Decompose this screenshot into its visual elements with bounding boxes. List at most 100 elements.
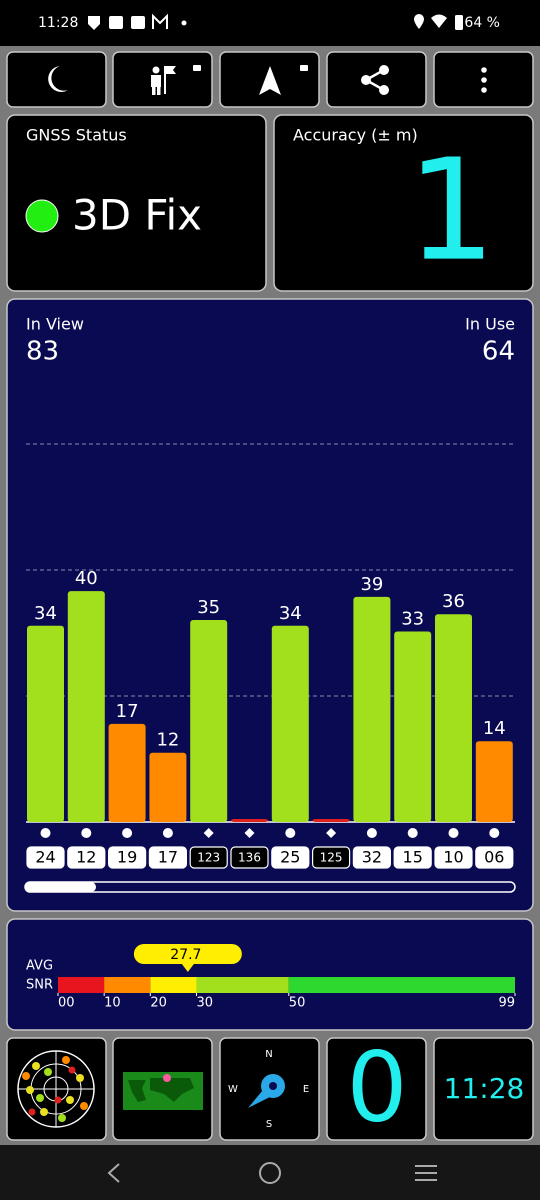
world-map-icon bbox=[123, 1072, 203, 1110]
count-tile[interactable] bbox=[326, 1037, 427, 1141]
night-mode-button[interactable] bbox=[6, 51, 107, 108]
constellation-marker bbox=[244, 828, 255, 838]
satellite-badge bbox=[148, 846, 187, 869]
bar bbox=[190, 620, 228, 822]
satellite-badge bbox=[393, 846, 432, 869]
gnss-status-label: GNSS Status bbox=[26, 126, 127, 145]
snr-tick-label: 00 bbox=[58, 996, 75, 1011]
compass-s: S bbox=[266, 1119, 272, 1130]
battery-level: 64 % bbox=[464, 15, 500, 31]
satellite-badge bbox=[67, 846, 106, 869]
satellite-badge bbox=[107, 846, 147, 869]
bar bbox=[394, 631, 432, 822]
satellite-id: 17 bbox=[158, 848, 178, 867]
bar bbox=[67, 591, 105, 822]
constellation-marker bbox=[489, 828, 500, 838]
person-flag-icon bbox=[151, 65, 201, 95]
back-button[interactable] bbox=[107, 1163, 120, 1183]
constellation-marker bbox=[162, 828, 173, 838]
toolbar bbox=[6, 51, 534, 108]
status-icons bbox=[88, 13, 463, 30]
snr-band bbox=[288, 977, 515, 993]
accuracy-panel bbox=[273, 114, 534, 292]
share-button[interactable] bbox=[326, 51, 427, 108]
satellite-id: 15 bbox=[403, 848, 423, 867]
in-use-label: In Use bbox=[465, 315, 515, 334]
constellation-marker bbox=[285, 828, 296, 838]
satellite-badge bbox=[352, 846, 391, 869]
share-icon bbox=[361, 65, 389, 95]
bar-value-label: 14 bbox=[483, 718, 506, 739]
satellite-id: 123 bbox=[197, 851, 220, 865]
bar bbox=[149, 752, 187, 822]
gnss-status-panel bbox=[6, 114, 267, 292]
nav-bar bbox=[0, 1145, 540, 1200]
satellite-badge bbox=[271, 846, 310, 869]
menu-icon bbox=[481, 67, 487, 93]
constellation-marker bbox=[40, 828, 51, 838]
bar-value-label: 33 bbox=[401, 609, 424, 630]
bars: 34 24 40 12 17 19 12 17 35 123 136 34 25 125 39 32 33 15 3… bbox=[26, 568, 514, 869]
recents-button[interactable] bbox=[415, 1165, 437, 1181]
bar bbox=[271, 625, 309, 822]
bar bbox=[353, 596, 391, 822]
compass-e: E bbox=[303, 1084, 309, 1095]
satellite-badge bbox=[475, 846, 514, 869]
satellite-id: 10 bbox=[443, 848, 463, 867]
snr-tick-label: 99 bbox=[498, 996, 515, 1011]
constellation-marker bbox=[407, 828, 418, 838]
bar bbox=[108, 723, 146, 822]
snr-tick-label: 10 bbox=[104, 996, 121, 1011]
snr-scale: 00 10 20 30 50 99 27.7 bbox=[57, 944, 516, 1011]
snr-band bbox=[150, 977, 197, 993]
satellite-id: 24 bbox=[35, 848, 55, 867]
bar-value-label: 36 bbox=[442, 591, 465, 612]
arrow-icon bbox=[259, 65, 308, 95]
satellite-id: 136 bbox=[238, 851, 261, 865]
bar bbox=[231, 819, 268, 822]
satellite-badge bbox=[26, 846, 65, 869]
gnss-status-value: 3D Fix bbox=[72, 191, 202, 240]
constellation-marker bbox=[122, 828, 133, 838]
bar-value-label: 35 bbox=[197, 597, 220, 618]
bar bbox=[475, 741, 513, 822]
snr-tick-label: 30 bbox=[196, 996, 213, 1011]
bar-value-label: 17 bbox=[116, 701, 139, 722]
flag-button[interactable] bbox=[112, 51, 213, 108]
constellation-marker bbox=[448, 828, 459, 838]
moon-icon bbox=[48, 66, 68, 92]
constellation-marker bbox=[203, 828, 214, 838]
constellation-marker bbox=[81, 828, 92, 838]
satellite-id: 06 bbox=[484, 848, 504, 867]
accuracy-value: 1 bbox=[407, 130, 496, 293]
snr-tick-label: 50 bbox=[289, 996, 306, 1011]
grid bbox=[26, 443, 515, 697]
bar bbox=[435, 614, 472, 822]
satellite-id: 12 bbox=[76, 848, 96, 867]
compass-needle bbox=[248, 1074, 285, 1108]
clock-value: 11:28 bbox=[444, 1072, 525, 1105]
snr-band bbox=[58, 977, 105, 993]
satellite-badge bbox=[312, 846, 351, 869]
satellite-badge bbox=[189, 846, 228, 869]
bar-value-label: 34 bbox=[34, 603, 57, 624]
satellite-id: 32 bbox=[362, 848, 382, 867]
bar-value-label: 40 bbox=[75, 568, 98, 589]
home-button[interactable] bbox=[259, 1162, 281, 1184]
constellation-marker bbox=[326, 828, 337, 838]
bar-value-label: 34 bbox=[279, 603, 302, 624]
snr-label-avg: AVG bbox=[26, 959, 53, 974]
snr-average-marker bbox=[133, 944, 242, 972]
constellation-marker bbox=[366, 828, 377, 838]
scrollbar-thumb[interactable] bbox=[25, 882, 96, 892]
snr-band bbox=[196, 977, 289, 993]
in-view-value: 83 bbox=[26, 337, 59, 367]
snr-band bbox=[104, 977, 151, 993]
compass-w: W bbox=[228, 1084, 238, 1095]
clock-tile[interactable] bbox=[433, 1037, 534, 1141]
accuracy-label: Accuracy (± m) bbox=[293, 126, 418, 145]
fix-indicator bbox=[25, 199, 59, 233]
snr-average-label: 27.7 bbox=[170, 947, 201, 963]
satellite-badge bbox=[434, 846, 473, 869]
